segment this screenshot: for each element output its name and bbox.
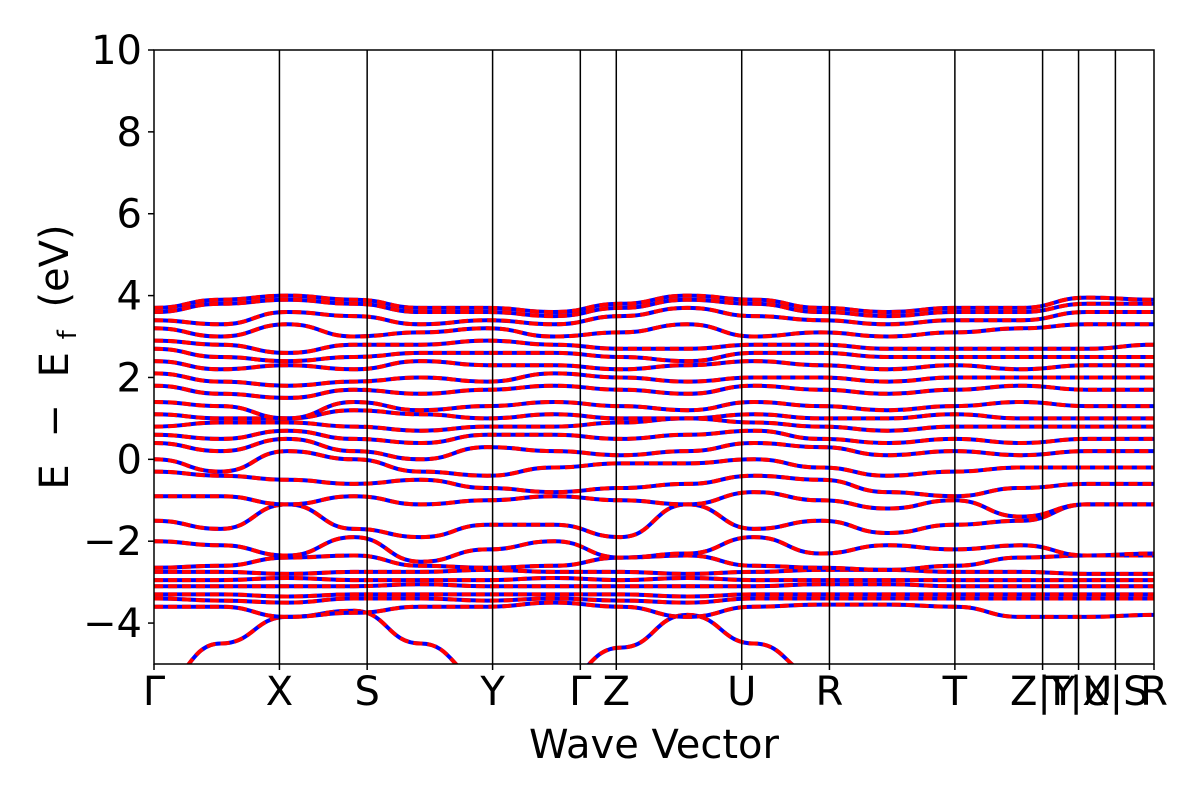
band-line-solid-22 <box>154 338 1154 355</box>
x-tick-label-2: S <box>354 669 379 715</box>
y-axis-title-minus: − <box>32 404 78 438</box>
band-line-solid-6 <box>154 567 1154 576</box>
band-line-dashed-10 <box>154 490 1154 519</box>
band-line-dashed-2 <box>154 596 1154 605</box>
x-tick-label-3: Y <box>479 669 505 715</box>
x-tick-label-1: X <box>266 669 293 715</box>
band-line-solid-4 <box>154 582 1154 589</box>
band-line-dashed-23 <box>154 322 1154 339</box>
band-line-solid-5 <box>154 575 1154 583</box>
band-line-solid-11 <box>154 469 1154 499</box>
band-line-solid-20 <box>154 359 1154 372</box>
band-line-dashed-24 <box>154 305 1154 327</box>
x-tick-label-6: U <box>727 669 756 715</box>
x-tick-label-0: Γ <box>143 669 166 715</box>
x-tick-label-7: R <box>816 669 844 715</box>
y-tick-label-7: 10 <box>91 28 142 74</box>
y-axis-ticks: −4 −2 0 2 4 6 8 10 <box>83 28 154 647</box>
band-line-solid-16 <box>154 408 1154 421</box>
y-axis-title: E − E f (eV) <box>32 224 86 489</box>
band-line-solid-1 <box>154 600 1154 619</box>
x-tick-label-4: Γ <box>569 669 592 715</box>
x-tick-label-12: R <box>1140 669 1168 715</box>
band-line-solid-3 <box>154 592 1154 599</box>
band-line-dashed-13 <box>154 436 1154 462</box>
band-line-solid-26 <box>154 293 1154 315</box>
band-line-solid-2 <box>154 596 1154 605</box>
band-lines <box>154 293 1154 664</box>
y-tick-label-0: −4 <box>83 601 142 647</box>
x-tick-label-8: T <box>942 669 968 715</box>
x-axis-ticks: Γ X S Y Γ Z U R T Z|YT|UX|SR <box>143 664 1168 715</box>
x-tick-label-11: X|S <box>1082 669 1148 715</box>
band-line-solid-19 <box>154 371 1154 388</box>
band-line-solid-25 <box>154 297 1154 319</box>
y-axis-title-e: E <box>32 464 78 489</box>
band-line-solid-0 <box>186 608 795 664</box>
y-tick-label-4: 4 <box>117 274 142 320</box>
x-axis-title: Wave Vector <box>529 722 780 768</box>
band-line-dashed-11 <box>154 469 1154 499</box>
band-line-solid-14 <box>154 428 1154 446</box>
band-line-dashed-5 <box>154 575 1154 583</box>
band-line-dashed-6 <box>154 567 1154 576</box>
y-tick-label-5: 6 <box>117 192 142 238</box>
band-line-solid-17 <box>154 399 1154 421</box>
plot-frame <box>153 49 1155 665</box>
x-tick-label-5: Z <box>603 669 630 715</box>
x-tick-label-9: Z|Y <box>1010 669 1076 715</box>
y-axis-title-unit: (eV) <box>32 224 78 307</box>
band-line-dashed-4 <box>154 582 1154 589</box>
band-line-solid-18 <box>154 383 1154 400</box>
y-axis-title-ef: E <box>32 352 78 377</box>
x-tick-label-10: T|U <box>1044 669 1112 715</box>
band-line-dashed-8 <box>154 535 1154 564</box>
band-line-dashed-3 <box>154 592 1154 599</box>
band-line-solid-15 <box>154 416 1154 433</box>
band-line-dashed-0 <box>186 608 795 664</box>
band-line-dashed-12 <box>154 449 1154 478</box>
y-tick-label-1: −2 <box>83 519 142 565</box>
high-symmetry-lines <box>278 50 1117 664</box>
y-tick-label-6: 8 <box>117 110 142 156</box>
y-tick-label-2: 0 <box>117 437 142 483</box>
y-tick-label-3: 2 <box>117 355 142 401</box>
band-line-solid-21 <box>154 346 1154 364</box>
band-line-dashed-9 <box>154 502 1154 540</box>
y-axis-title-ef-subscript: f <box>53 329 83 339</box>
